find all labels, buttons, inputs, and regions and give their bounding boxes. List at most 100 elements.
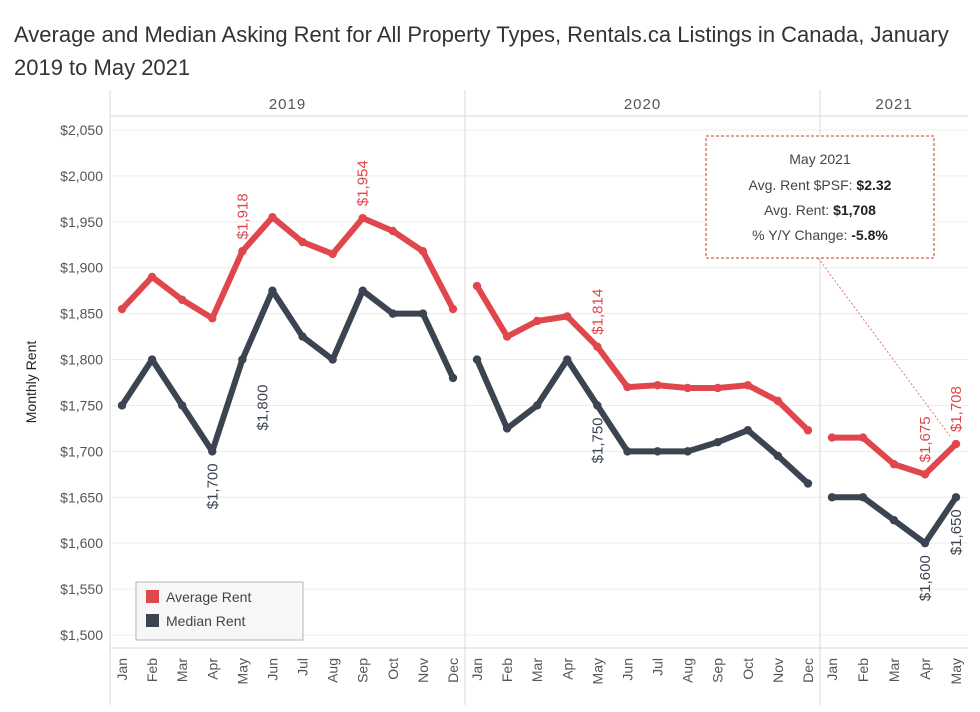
data-point <box>388 226 398 236</box>
data-point <box>593 342 602 351</box>
x-tick-label: Aug <box>680 658 696 683</box>
x-tick-label: Oct <box>740 658 756 680</box>
data-point <box>238 247 247 256</box>
legend-swatch <box>146 614 159 627</box>
x-tick-label: Jun <box>619 658 635 681</box>
y-tick-label: $1,800 <box>60 352 103 368</box>
data-label: $1,918 <box>234 193 251 239</box>
x-tick-label: Feb <box>499 658 515 682</box>
y-tick-label: $1,600 <box>60 535 103 551</box>
data-point <box>502 424 512 433</box>
data-point <box>563 312 572 321</box>
data-point <box>147 272 157 282</box>
x-tick-label: Feb <box>855 658 871 682</box>
data-label: $1,708 <box>948 386 965 432</box>
data-point <box>920 538 930 548</box>
series-line <box>119 287 456 455</box>
tooltip-line-label: % Y/Y Change: <box>752 227 851 243</box>
tooltip-line-label: Avg. Rent $PSF: <box>749 177 857 193</box>
y-tick-label: $2,050 <box>60 122 103 138</box>
x-tick-label: Apr <box>204 658 220 680</box>
data-point <box>268 213 277 222</box>
data-point <box>358 286 367 295</box>
data-label: $1,800 <box>254 385 271 431</box>
year-header: 2021 <box>875 96 912 113</box>
data-point <box>713 437 722 447</box>
x-tick-label: Jul <box>295 658 311 676</box>
tooltip-line: Avg. Rent: $1,708 <box>764 202 876 218</box>
x-tick-label: Mar <box>529 658 545 682</box>
data-point <box>268 286 277 295</box>
data-point <box>889 516 899 525</box>
x-tick-label: Dec <box>800 658 816 683</box>
year-header: 2020 <box>624 96 661 113</box>
data-point <box>743 426 753 435</box>
tooltip-line-value: -5.8% <box>851 227 888 243</box>
data-point <box>532 316 542 326</box>
data-point <box>532 401 542 410</box>
data-point <box>653 381 662 390</box>
legend-label: Median Rent <box>166 613 245 629</box>
data-label: $1,814 <box>589 289 606 335</box>
data-label: $1,954 <box>355 160 372 206</box>
data-point <box>328 355 337 364</box>
data-point <box>951 493 961 502</box>
data-point <box>803 426 813 435</box>
y-tick-label: $1,750 <box>60 397 103 413</box>
data-point <box>388 309 398 318</box>
data-point <box>328 249 337 259</box>
data-label: $1,750 <box>589 417 606 463</box>
x-tick-label: Jan <box>469 658 485 681</box>
data-point <box>358 213 367 223</box>
y-tick-label: $1,850 <box>60 306 103 322</box>
data-label: $1,675 <box>917 416 934 462</box>
data-point <box>623 447 632 456</box>
x-tick-label: Nov <box>770 658 786 683</box>
x-tick-label: Feb <box>144 658 160 682</box>
data-point <box>418 309 428 318</box>
tooltip-box <box>705 135 935 259</box>
data-point <box>773 451 783 461</box>
data-point <box>773 396 783 406</box>
y-axis-title: Monthly Rent <box>23 341 39 424</box>
data-point <box>472 355 482 364</box>
series-line <box>474 356 811 487</box>
y-tick-label: $1,700 <box>60 443 103 459</box>
data-point <box>177 295 187 305</box>
series-line <box>119 214 456 322</box>
x-tick-label: Sep <box>710 658 726 683</box>
data-point <box>653 447 662 456</box>
data-label: $1,650 <box>948 509 965 555</box>
data-point <box>117 304 127 314</box>
x-tick-label: Jul <box>650 658 666 676</box>
x-tick-label: Oct <box>385 658 401 680</box>
x-tick-label: Mar <box>174 658 190 682</box>
data-point <box>743 381 753 390</box>
y-tick-label: $1,550 <box>60 581 103 597</box>
x-tick-label: Jan <box>114 658 130 681</box>
y-tick-label: $1,500 <box>60 627 103 643</box>
x-tick-label: Mar <box>886 658 902 682</box>
data-point <box>951 439 961 449</box>
data-point <box>208 447 217 456</box>
data-point <box>593 401 602 410</box>
year-header: 2019 <box>269 96 306 113</box>
tooltip-line: % Y/Y Change: -5.8% <box>752 227 888 243</box>
data-point <box>858 433 868 442</box>
x-tick-label: Jun <box>264 658 280 681</box>
tooltip-line-value: $2.32 <box>856 177 891 193</box>
data-point <box>177 401 187 410</box>
series-line <box>474 283 811 434</box>
tooltip-leader <box>817 257 951 437</box>
data-point <box>472 281 482 291</box>
data-point <box>920 470 930 479</box>
tooltip-line-label: Avg. Rent: <box>764 202 833 218</box>
data-point <box>238 355 247 364</box>
data-point <box>147 355 157 364</box>
x-tick-label: Sep <box>355 658 371 683</box>
y-tick-label: $2,000 <box>60 168 103 184</box>
data-point <box>448 304 458 314</box>
x-tick-label: May <box>589 658 605 684</box>
x-tick-label: Nov <box>415 658 431 683</box>
